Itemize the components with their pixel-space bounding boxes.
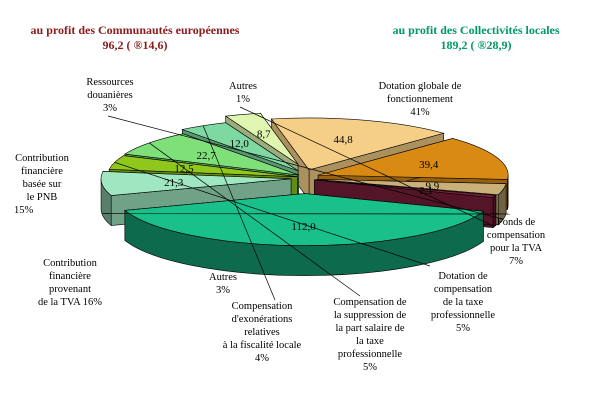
annotation-salaire-line: Compensation de — [320, 296, 420, 309]
pie-value-label-pnb: 39,4 — [419, 159, 439, 171]
annotation-dctp-line: de la taxe — [418, 296, 508, 309]
annotation-dctp-line: Dotation de — [418, 270, 508, 283]
annotation-pnb-line: le PNB — [2, 191, 82, 204]
annotation-salaire-line: la taxe — [320, 335, 420, 348]
annotation-autres-cl-line: 3% — [198, 284, 248, 297]
annotation-tva-line: Contribution — [20, 257, 120, 270]
annotation-pnb-line: financière — [2, 165, 82, 178]
annotation-salaire-line: 5% — [320, 361, 420, 374]
annotation-tva-line: provenant — [20, 283, 120, 296]
annotation-douane: Ressources douanières 3% — [70, 76, 150, 115]
annotation-fctva: Fonds de compensation pour la TVA 7% — [476, 216, 556, 268]
annotation-douane-line: douanières — [70, 89, 150, 102]
annotation-tva: Contribution financière provenant de la … — [20, 257, 120, 309]
pie-value-label-exoner: 12,0 — [230, 138, 250, 150]
header-collectivites-total: 189,2 ( ®28,9) — [356, 38, 596, 53]
annotation-fctva-line: 7% — [476, 255, 556, 268]
pie-value-label-tva: 44,8 — [334, 134, 354, 146]
annotation-exoner-line: Compensation — [212, 300, 312, 313]
pie-value-label-fctva: 21,3 — [164, 177, 184, 189]
annotation-dgf-line: 41% — [365, 106, 475, 119]
annotation-dgf-line: fonctionnement — [365, 93, 475, 106]
annotation-tva-line: de la TVA 16% — [20, 296, 120, 309]
pie-value-label-salaire: 22,7 — [196, 150, 216, 162]
annotation-tva-line: financière — [20, 270, 120, 283]
annotation-autres-ce-line: 1% — [218, 93, 268, 106]
annotation-douane-line: Ressources — [70, 76, 150, 89]
annotation-pnb-line: basée sur — [2, 178, 82, 191]
annotation-pnb-line: 15% — [2, 204, 82, 217]
header-communautes-total: 96,2 ( ®14,6) — [10, 38, 260, 53]
annotation-salaire-line: professionnelle — [320, 348, 420, 361]
annotation-autres-cl: Autres 3% — [198, 271, 248, 297]
annotation-exoner-line: 4% — [212, 352, 312, 365]
annotation-fctva-line: Fonds de — [476, 216, 556, 229]
pie-value-label-autres_cl: 8,7 — [257, 128, 271, 140]
pie-slice-dgf: 112,0 — [125, 194, 483, 276]
header-communautes-title: au profit des Communautés européennes — [10, 23, 260, 38]
annotation-autres-ce-line: Autres — [218, 80, 268, 93]
annotation-exoner: Compensation d'exonérations relatives à … — [212, 300, 312, 365]
annotation-autres-cl-line: Autres — [198, 271, 248, 284]
header-collectivites-title: au profit des Collectivités locales — [356, 23, 596, 38]
annotation-pnb: Contribution financière basée sur le PNB… — [2, 152, 82, 217]
annotation-dgf-line: Dotation globale de — [365, 80, 475, 93]
annotation-salaire: Compensation de la suppression de la par… — [320, 296, 420, 374]
annotation-autres-ce: Autres 1% — [218, 80, 268, 106]
annotation-salaire-line: la suppression de — [320, 309, 420, 322]
header-communautes: au profit des Communautés européennes 96… — [10, 23, 260, 53]
annotation-pnb-line: Contribution — [2, 152, 82, 165]
annotation-exoner-line: relatives — [212, 326, 312, 339]
annotation-douane-line: 3% — [70, 102, 150, 115]
annotation-fctva-line: compensation — [476, 229, 556, 242]
pie-value-label-dgf: 112,0 — [291, 221, 316, 233]
annotation-dctp-line: compensation — [418, 283, 508, 296]
pie-value-label-autres_ce: 2,1 — [419, 185, 433, 197]
pie-slice-side-pnb — [507, 175, 508, 209]
header-collectivites: au profit des Collectivités locales 189,… — [356, 23, 596, 53]
annotation-dgf: Dotation globale de fonctionnement 41% — [365, 80, 475, 119]
annotation-exoner-line: à la fiscalité locale — [212, 339, 312, 352]
annotation-dctp: Dotation de compensation de la taxe prof… — [418, 270, 508, 335]
annotation-dctp-line: professionnelle — [418, 309, 508, 322]
annotation-fctva-line: pour la TVA — [476, 242, 556, 255]
annotation-exoner-line: d'exonérations — [212, 313, 312, 326]
annotation-salaire-line: la part salaire de — [320, 322, 420, 335]
annotation-dctp-line: 5% — [418, 322, 508, 335]
